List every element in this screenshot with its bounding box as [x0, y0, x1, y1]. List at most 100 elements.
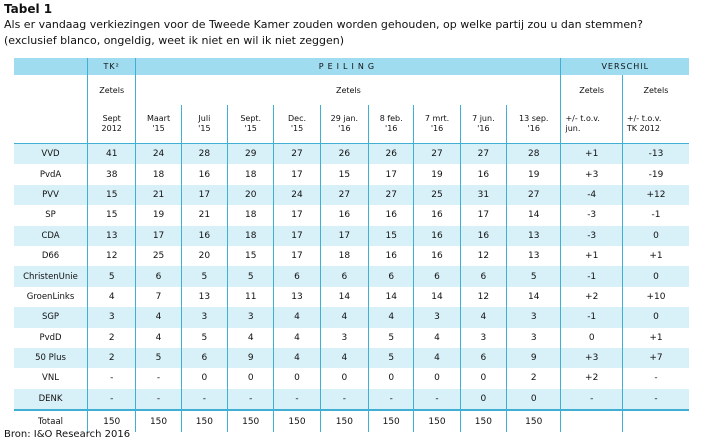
- column-header-line: '16: [385, 124, 398, 133]
- total-value: 150: [320, 409, 370, 433]
- column-header: 13 sep. '16: [506, 105, 562, 144]
- seat-value: 4: [135, 327, 182, 348]
- column-header-line: '16: [477, 124, 490, 133]
- party-name: SP: [14, 205, 89, 226]
- party-name: ChristenUnie: [14, 266, 89, 287]
- seat-value: 17: [273, 164, 321, 185]
- seat-value: 19: [135, 205, 182, 226]
- seat-value: -: [622, 388, 689, 411]
- corner-cell: [14, 105, 89, 144]
- seat-value: 4: [87, 286, 137, 308]
- seat-value: 4: [320, 347, 370, 369]
- seat-value: 16: [413, 245, 461, 267]
- seat-value: 16: [460, 164, 508, 185]
- table-row: ChristenUnie 5 6 5 5 6 6 6 6 6 5 -1 0: [14, 266, 689, 287]
- seat-value: -1: [622, 205, 689, 226]
- party-name: PvdA: [14, 164, 89, 185]
- seat-value: 0: [273, 368, 321, 389]
- seat-value: 5: [506, 266, 562, 287]
- seat-value: -1: [560, 266, 623, 287]
- seat-value: 29: [227, 143, 275, 165]
- seat-value: 16: [368, 245, 415, 267]
- total-value: 150: [368, 409, 415, 433]
- column-header-line: jun.: [565, 124, 581, 133]
- column-header-line: '15: [152, 124, 165, 133]
- party-name: PVV: [14, 184, 89, 206]
- seat-value: 27: [413, 143, 461, 165]
- seat-value: 4: [320, 307, 370, 328]
- column-header: 7 mrt. '16: [413, 105, 461, 144]
- table-title: Tabel 1: [4, 2, 53, 16]
- seat-value: 2: [87, 347, 137, 369]
- seat-value: +1: [622, 245, 689, 267]
- column-header: Sept. '15: [227, 105, 275, 144]
- column-header-line: '16: [527, 124, 540, 133]
- seat-value: 25: [413, 184, 461, 206]
- seat-value: +1: [622, 327, 689, 348]
- seat-value: 6: [460, 266, 508, 287]
- peiling-group-header: PEILING: [135, 58, 562, 75]
- seat-value: 13: [506, 225, 562, 246]
- table-row: D66 12 25 20 15 17 18 16 16 12 13 +1 +1: [14, 245, 689, 267]
- unit-label: Zetels: [135, 75, 562, 105]
- seat-value: 13: [87, 225, 137, 246]
- seat-value: 19: [413, 164, 461, 185]
- seat-value: +7: [622, 347, 689, 369]
- total-value: 150: [413, 409, 461, 433]
- column-header-line: +/- t.o.v.: [626, 114, 662, 123]
- seat-value: 5: [181, 327, 229, 348]
- column-header-line: '15: [198, 124, 211, 133]
- seat-value: 17: [368, 164, 415, 185]
- seat-value: 5: [227, 266, 275, 287]
- party-name: SGP: [14, 307, 89, 328]
- seat-value: 5: [368, 327, 415, 348]
- seat-value: -: [622, 368, 689, 389]
- seat-value: 13: [181, 286, 229, 308]
- column-header-line: 29 jan.: [330, 114, 359, 123]
- seat-value: 12: [87, 245, 137, 267]
- seat-value: 26: [368, 143, 415, 165]
- seat-value: +1: [560, 143, 623, 165]
- seat-value: 16: [413, 225, 461, 246]
- table-row: VNL - -0 0 0 0 0 0 0 2 +2-: [14, 368, 689, 389]
- total-row: Totaal 150 150 150 150 150 150 150 150 150 150: [14, 409, 689, 433]
- table-row: PvdA 38 18 16 18 17 15 17 19 16 19 +3 -19: [14, 164, 689, 185]
- total-value: [560, 409, 623, 433]
- column-header: 8 feb. '16: [368, 105, 415, 144]
- seat-value: 3: [506, 307, 562, 328]
- seat-value: 2: [506, 368, 562, 389]
- seat-value: 4: [273, 327, 321, 348]
- seat-value: 41: [87, 143, 137, 165]
- table-row: GroenLinks 4 7 13 11 13 14 14 14 12 14 +2 +10: [14, 286, 689, 308]
- seat-value: +12: [622, 184, 689, 206]
- seat-value: 20: [227, 184, 275, 206]
- seat-value: +3: [560, 347, 623, 369]
- seat-value: 0: [622, 225, 689, 246]
- column-header-line: 13 sep.: [519, 114, 549, 123]
- seat-value: -13: [622, 143, 689, 165]
- seat-value: +10: [622, 286, 689, 308]
- seat-value: 16: [460, 225, 508, 246]
- seat-value: 26: [320, 143, 370, 165]
- total-value: 150: [135, 409, 182, 433]
- seat-value: 6: [413, 266, 461, 287]
- seat-value: 5: [368, 347, 415, 369]
- column-header-line: 8 feb.: [379, 114, 403, 123]
- seat-value: 16: [368, 205, 415, 226]
- column-header-line: Sept.: [240, 114, 262, 123]
- seat-value: 0: [227, 368, 275, 389]
- table-row: CDA 13 17 16 18 17 17 15 16 16 13 -3 0: [14, 225, 689, 246]
- column-header-line: Sept: [102, 114, 121, 123]
- seat-value: 15: [227, 245, 275, 267]
- seat-value: 11: [227, 286, 275, 308]
- seat-value: -4: [560, 184, 623, 206]
- seat-value: 0: [320, 368, 370, 389]
- seat-value: 21: [135, 184, 182, 206]
- seat-value: 3: [87, 307, 137, 328]
- seat-value: 3: [227, 307, 275, 328]
- seat-value: 16: [413, 205, 461, 226]
- total-value: 150: [227, 409, 275, 433]
- question-note: (exclusief blanco, ongeldig, weet ik nie…: [4, 34, 345, 47]
- seat-value: 0: [460, 368, 508, 389]
- column-header: +/- t.o.v. TK 2012: [622, 105, 689, 144]
